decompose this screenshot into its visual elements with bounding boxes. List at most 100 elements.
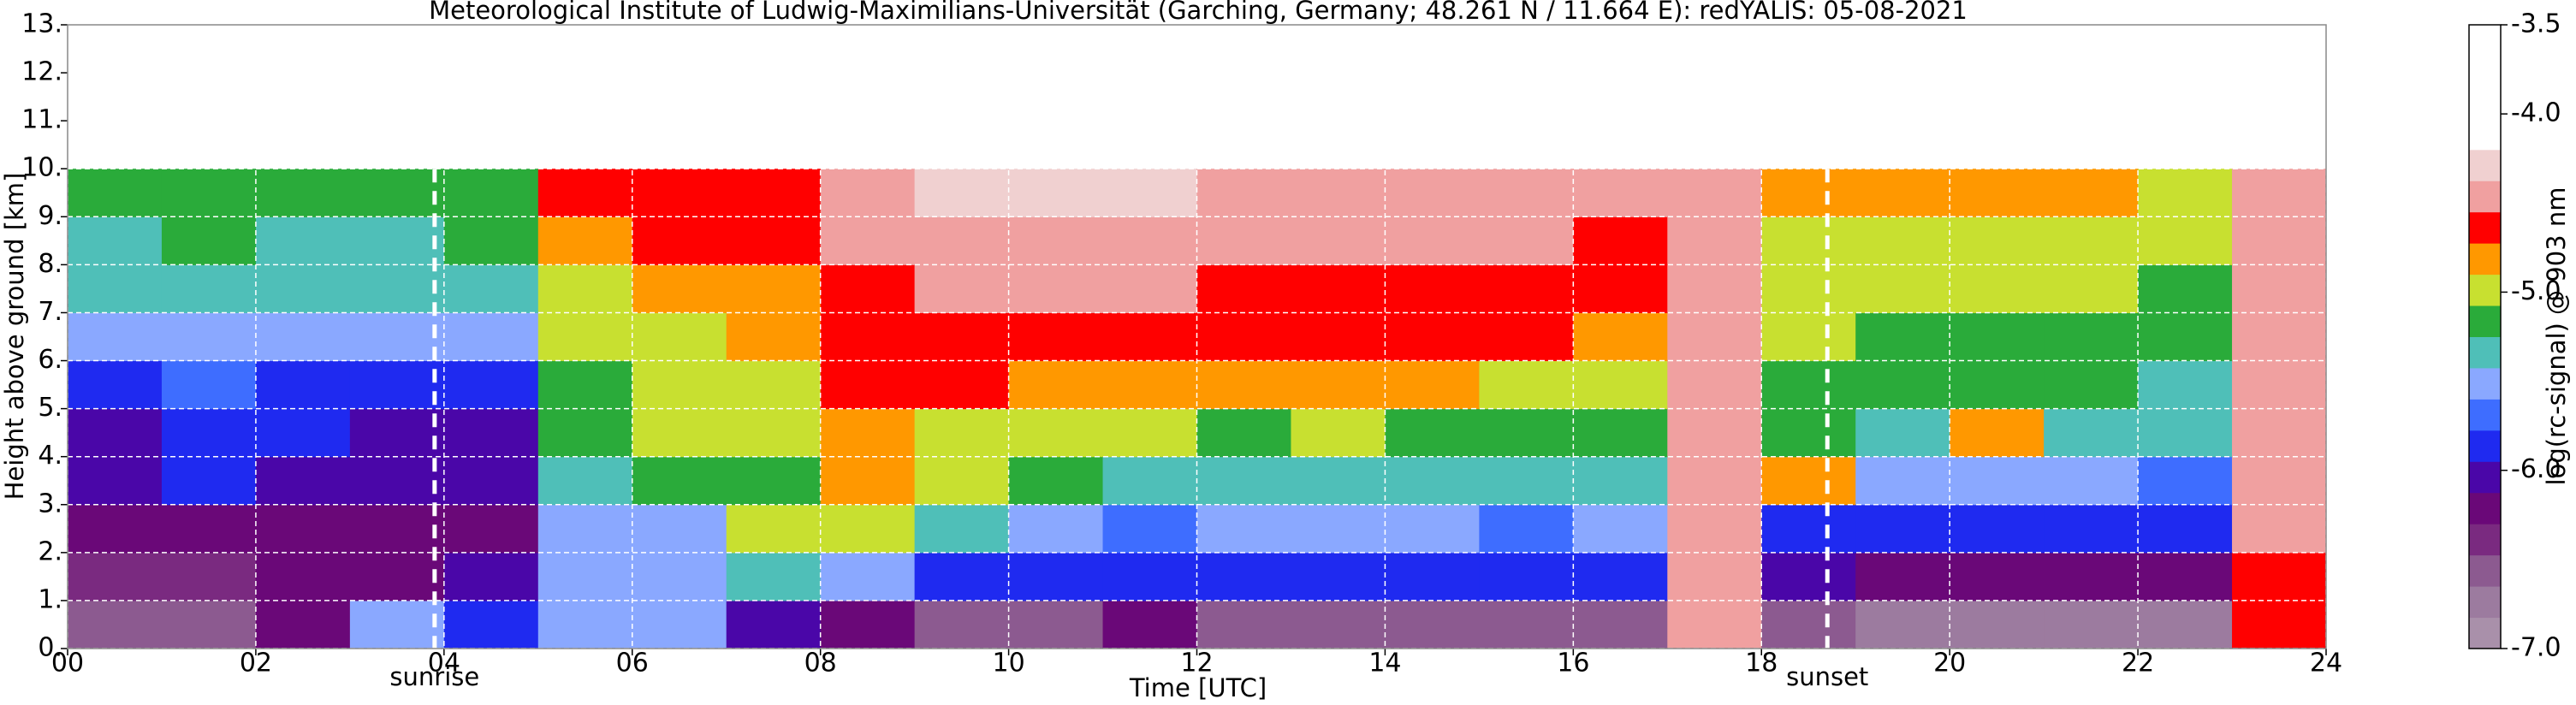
heatmap-cell: [820, 600, 916, 649]
heatmap-cell: [255, 169, 351, 217]
heatmap-cell: [2138, 456, 2233, 506]
heatmap-cell: [537, 504, 633, 554]
heatmap-cell: [161, 312, 257, 362]
colorbar-swatch: [2469, 56, 2501, 88]
colorbar-swatch: [2469, 617, 2501, 649]
x-tick-label: 16: [1557, 649, 1589, 678]
heatmap-cell: [820, 312, 916, 362]
colorbar-swatch: [2469, 149, 2501, 181]
heatmap-cell: [726, 456, 822, 506]
heatmap-cell: [1008, 360, 1104, 410]
colorbar-swatch: [2469, 492, 2501, 524]
heatmap-cell: [1479, 360, 1574, 410]
heatmap-cell: [2044, 312, 2139, 362]
heatmap-cell: [1855, 600, 1950, 649]
y-tick-label: 7.: [38, 297, 62, 327]
heatmap-cell: [1479, 408, 1574, 458]
heatmap-cell: [1102, 456, 1197, 506]
heatmap-cell: [443, 408, 539, 458]
heatmap-cell: [537, 408, 633, 458]
y-tick-label: 11.: [21, 105, 62, 135]
y-tick-label: 5.: [38, 393, 62, 423]
heatmap-cell: [161, 216, 257, 265]
y-tick-label: 0.: [38, 633, 62, 663]
heatmap-cell: [1761, 552, 1856, 601]
heatmap-cell: [2232, 264, 2327, 313]
heatmap-cell: [1196, 504, 1291, 554]
heatmap-cell: [1573, 504, 1668, 554]
heatmap-cell: [1761, 216, 1856, 265]
heatmap-cell: [1855, 169, 1950, 217]
chart-title: Meteorological Institute of Ludwig-Maxim…: [429, 0, 1968, 25]
heatmap-cell: [1102, 264, 1197, 313]
x-tick-label: 22: [2122, 649, 2154, 678]
heatmap-cell: [68, 504, 163, 554]
heatmap-cell: [726, 600, 822, 649]
heatmap-cell: [820, 360, 916, 410]
heatmap-cell: [537, 552, 633, 601]
annotation-label: sunrise: [389, 662, 479, 691]
heatmap-cell: [537, 216, 633, 265]
heatmap-cell: [2138, 312, 2233, 362]
heatmap-cell: [2232, 169, 2327, 217]
heatmap-cell: [1291, 169, 1386, 217]
heatmap-cell: [2232, 504, 2327, 554]
heatmap-cell: [1573, 169, 1668, 217]
heatmap-cell: [1196, 216, 1291, 265]
heatmap-cell: [255, 552, 351, 601]
heatmap-cell: [255, 408, 351, 458]
heatmap-cell: [68, 552, 163, 601]
x-tick-label: 02: [240, 649, 272, 678]
heatmap-cell: [1479, 600, 1574, 649]
x-tick-label: 04: [428, 649, 460, 678]
heatmap: [68, 169, 2327, 649]
heatmap-cell: [1102, 408, 1197, 458]
heatmap-cell: [914, 264, 1010, 313]
heatmap-cell: [726, 408, 822, 458]
heatmap-cell: [2044, 600, 2139, 649]
heatmap-cell: [255, 360, 351, 410]
heatmap-cell: [2232, 360, 2327, 410]
x-tick-label: 20: [1933, 649, 1966, 678]
heatmap-cell: [1008, 216, 1104, 265]
heatmap-cell: [1385, 312, 1480, 362]
heatmap-cell: [1102, 169, 1197, 217]
heatmap-cell: [349, 456, 445, 506]
heatmap-cell: [1667, 216, 1762, 265]
y-axis-label: Height above ground [km]: [0, 173, 29, 501]
heatmap-cell: [1385, 408, 1480, 458]
heatmap-cell: [1855, 456, 1950, 506]
heatmap-cell: [68, 312, 163, 362]
heatmap-cell: [68, 456, 163, 506]
heatmap-cell: [820, 216, 916, 265]
heatmap-cell: [1008, 552, 1104, 601]
heatmap-cell: [2044, 216, 2139, 265]
heatmap-cell: [1761, 456, 1856, 506]
heatmap-cell: [68, 360, 163, 410]
heatmap-cell: [2138, 216, 2233, 265]
heatmap-cell: [1573, 456, 1668, 506]
heatmap-cell: [1008, 312, 1104, 362]
heatmap-cell: [1761, 312, 1856, 362]
heatmap-cell: [1855, 504, 1950, 554]
heatmap-cell: [161, 264, 257, 313]
heatmap-cell: [726, 169, 822, 217]
heatmap-cell: [2138, 504, 2233, 554]
heatmap-cell: [1479, 312, 1574, 362]
heatmap-cell: [726, 360, 822, 410]
heatmap-cell: [161, 552, 257, 601]
heatmap-cell: [914, 600, 1010, 649]
heatmap-cell: [1008, 600, 1104, 649]
heatmap-cell: [632, 216, 727, 265]
colorbar-swatch: [2469, 243, 2501, 275]
heatmap-cell: [1385, 552, 1480, 601]
y-tick-label: 4.: [38, 441, 62, 471]
heatmap-cell: [1479, 456, 1574, 506]
heatmap-cell: [1950, 408, 2045, 458]
heatmap-cell: [1573, 408, 1668, 458]
heatmap-cell: [1950, 216, 2045, 265]
heatmap-cell: [1573, 216, 1668, 265]
heatmap-cell: [1950, 600, 2045, 649]
heatmap-cell: [1008, 504, 1104, 554]
colorbar-swatch: [2469, 586, 2501, 619]
